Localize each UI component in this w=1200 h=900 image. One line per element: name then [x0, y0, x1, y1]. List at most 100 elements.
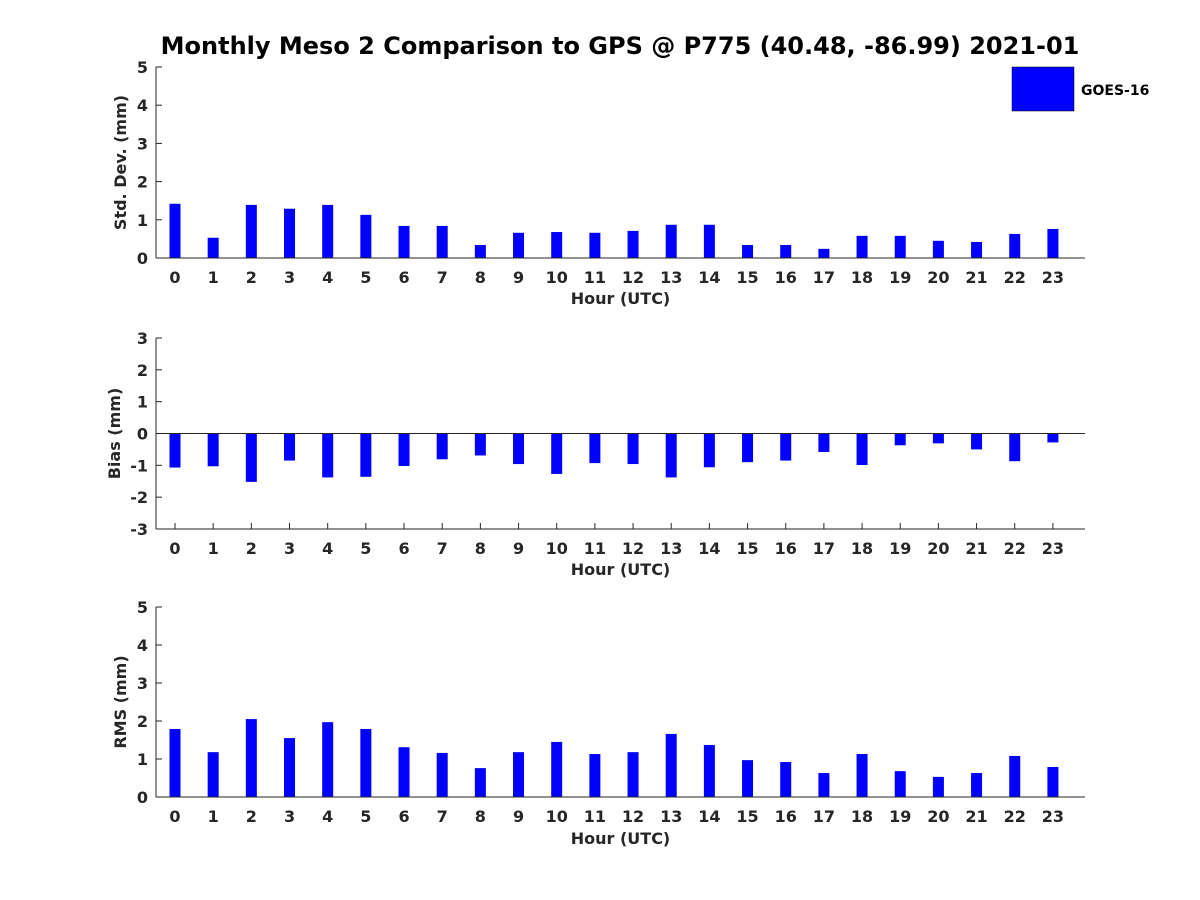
- bias-ytick-label: -3: [130, 520, 148, 539]
- bias-bar: [1009, 433, 1021, 462]
- rms-bar: [169, 728, 181, 797]
- bias-bar: [474, 433, 486, 456]
- rms-bar: [627, 752, 639, 797]
- rms-bar: [207, 752, 219, 797]
- bias-xtick-label: 8: [475, 539, 486, 558]
- bias-xtick-label: 18: [851, 539, 873, 558]
- stddev-bar: [1009, 233, 1021, 258]
- rms-bar: [856, 754, 868, 797]
- bias-xtick-label: 6: [398, 539, 409, 558]
- bias-ytick-label: 2: [137, 361, 148, 380]
- stddev-bar: [703, 224, 715, 258]
- stddev-x-axis-label: Hour (UTC): [571, 289, 671, 308]
- rms-bar: [589, 754, 601, 797]
- rms-bar: [818, 773, 830, 797]
- rms-bar: [360, 728, 372, 797]
- stddev-bar: [436, 225, 448, 258]
- rms-xtick-label: 10: [546, 807, 568, 826]
- rms-bar: [1009, 755, 1021, 797]
- rms-xtick-label: 19: [889, 807, 911, 826]
- rms-xtick-label: 9: [513, 807, 524, 826]
- stddev-xtick-label: 5: [360, 268, 371, 287]
- rms-bar: [474, 768, 486, 797]
- bias-bar: [894, 433, 906, 446]
- bias-bar: [703, 433, 715, 468]
- rms-bar: [665, 733, 677, 797]
- rms-xtick-label: 23: [1042, 807, 1064, 826]
- rms-xtick-label: 15: [736, 807, 758, 826]
- rms-bar: [436, 752, 448, 797]
- stddev-bar: [780, 245, 792, 258]
- stddev-y-axis-label: Std. Dev. (mm): [111, 95, 130, 230]
- rms-xtick-label: 16: [775, 807, 797, 826]
- rms-xtick-label: 13: [660, 807, 682, 826]
- bias-xtick-label: 22: [1004, 539, 1026, 558]
- rms-xtick-label: 8: [475, 807, 486, 826]
- rms-xtick-label: 0: [169, 807, 180, 826]
- rms-ytick-label: 2: [137, 712, 148, 731]
- stddev-bar: [894, 235, 906, 258]
- stddev-xtick-label: 20: [927, 268, 949, 287]
- bias-xtick-label: 11: [584, 539, 606, 558]
- rms-ytick-label: 0: [137, 788, 148, 807]
- bias-ytick-label: 1: [137, 393, 148, 412]
- bias-bar: [360, 433, 372, 477]
- bias-bar: [665, 433, 677, 478]
- bias-ytick-label: 3: [137, 329, 148, 348]
- stddev-xtick-label: 15: [736, 268, 758, 287]
- rms-bar: [322, 722, 334, 797]
- stddev-bar: [627, 230, 639, 258]
- legend-swatch: [1011, 66, 1075, 112]
- stddev-bar: [1047, 228, 1059, 258]
- bias-bar: [513, 433, 525, 465]
- bias-xtick-label: 20: [927, 539, 949, 558]
- rms-xtick-label: 11: [584, 807, 606, 826]
- stddev-bar: [169, 203, 181, 258]
- stddev-xtick-label: 0: [169, 268, 180, 287]
- rms-bar: [551, 741, 563, 797]
- stddev-xtick-label: 6: [398, 268, 409, 287]
- bias-bar: [742, 433, 754, 463]
- stddev-bar: [398, 225, 410, 258]
- stddev-xtick-label: 7: [437, 268, 448, 287]
- bias-bar: [436, 433, 448, 460]
- chart-title: Monthly Meso 2 Comparison to GPS @ P775 …: [161, 32, 1080, 60]
- bias-xtick-label: 4: [322, 539, 333, 558]
- stddev-xtick-label: 11: [584, 268, 606, 287]
- legend: GOES-16: [1011, 66, 1149, 112]
- rms-bar: [245, 719, 257, 797]
- stddev-xtick-label: 1: [208, 268, 219, 287]
- bias-xtick-label: 1: [208, 539, 219, 558]
- stddev-xtick-label: 19: [889, 268, 911, 287]
- rms-bar: [284, 738, 296, 797]
- stddev-bar: [589, 232, 601, 258]
- bias-xtick-label: 7: [437, 539, 448, 558]
- bias-bar: [207, 433, 219, 467]
- bias-bar: [780, 433, 792, 461]
- stddev-xtick-label: 8: [475, 268, 486, 287]
- bias-xtick-label: 10: [546, 539, 568, 558]
- stddev-ytick-label: 3: [137, 134, 148, 153]
- rms-bar: [780, 762, 792, 797]
- bias-ytick-label: -2: [130, 488, 148, 507]
- rms-bar: [703, 744, 715, 797]
- bias-bar: [551, 433, 563, 474]
- stddev-xtick-label: 3: [284, 268, 295, 287]
- rms-xtick-label: 3: [284, 807, 295, 826]
- stddev-bar: [322, 204, 334, 258]
- rms-ytick-label: 5: [137, 598, 148, 617]
- stddev-xtick-label: 21: [965, 268, 987, 287]
- bias-bar: [818, 433, 830, 452]
- rms-xtick-label: 20: [927, 807, 949, 826]
- stddev-bar: [856, 235, 868, 258]
- stddev-bar: [360, 214, 372, 258]
- rms-ytick-label: 1: [137, 750, 148, 769]
- rms-xtick-label: 6: [398, 807, 409, 826]
- bias-bar: [856, 433, 868, 466]
- stddev-bar: [474, 245, 486, 258]
- bias-bar: [932, 433, 944, 444]
- stddev-bar: [284, 208, 296, 258]
